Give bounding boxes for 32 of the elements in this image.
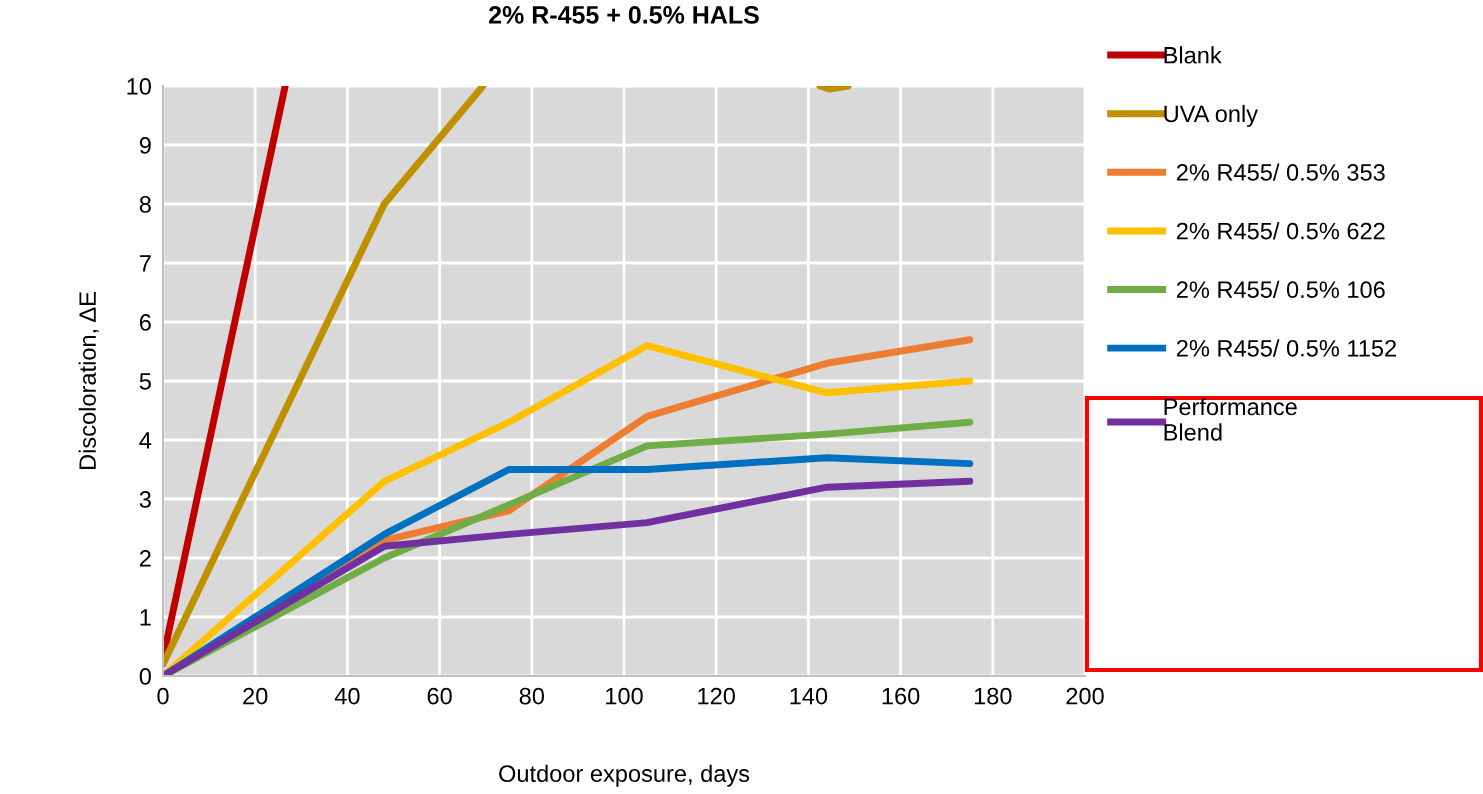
legend-label: 2% R455/ 0.5% 1152: [1176, 339, 1396, 357]
chart-title: 2% R-455 + 0.5% HALS: [489, 6, 759, 24]
x-tick-label: 120: [698, 687, 735, 705]
y-tick-label: 10: [127, 78, 151, 95]
y-tick-label: 3: [139, 491, 151, 508]
y-tick-label: 7: [139, 255, 151, 272]
y-tick-label: 6: [139, 314, 151, 331]
y-axis-title: Discoloration, ΔE: [78, 292, 99, 469]
y-tick-label: 0: [139, 668, 151, 685]
x-tick-label: 100: [606, 687, 643, 705]
y-tick-label: 1: [140, 609, 151, 626]
y-tick-label: 8: [139, 196, 151, 213]
x-tick-label: 40: [334, 687, 360, 705]
x-tick-label: 0: [157, 687, 169, 705]
x-tick-label: 200: [1066, 687, 1104, 705]
x-tick-label: 180: [974, 687, 1012, 705]
x-tick-label: 80: [519, 687, 545, 705]
x-tick-label: 160: [882, 687, 920, 705]
y-tick-label: 5: [139, 373, 151, 390]
y-tick-label: 2: [139, 550, 151, 567]
x-tick-label: 140: [790, 687, 828, 705]
legend-label: UVA only: [1164, 104, 1258, 127]
x-tick-label: 20: [243, 687, 268, 705]
legend-label: 2% R455/ 0.5% 353: [1176, 163, 1385, 181]
y-tick-label: 4: [139, 432, 152, 449]
legend-label: Performance Blend: [1164, 397, 1297, 441]
legend-label: Blank: [1164, 46, 1222, 64]
legend-label: 2% R455/ 0.5% 106: [1176, 280, 1385, 299]
x-tick-label: 60: [427, 687, 452, 705]
y-tick-label: 9: [139, 137, 151, 154]
legend-label: 2% R455/ 0.5% 622: [1176, 222, 1385, 240]
x-axis-title: Outdoor exposure, days: [499, 764, 750, 787]
